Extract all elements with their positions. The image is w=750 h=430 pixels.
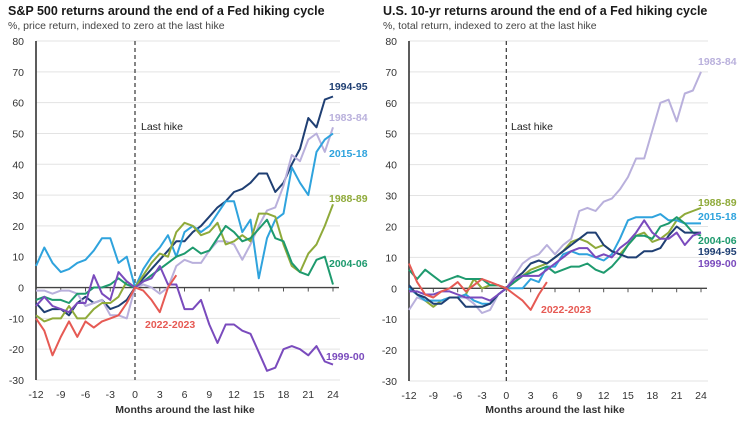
y-tick-label: 10	[385, 252, 397, 264]
x-tick-label: 9	[576, 390, 582, 402]
x-tick-label: 24	[695, 390, 707, 402]
y-tick-label: 40	[12, 159, 24, 171]
y-tick-label: 0	[18, 283, 24, 295]
y-tick-label: 50	[385, 129, 397, 141]
x-tick-label: 12	[598, 390, 610, 402]
y-tick-label: 60	[12, 98, 24, 110]
y-tick-label: 20	[385, 221, 397, 233]
series-line-2022-2023	[408, 263, 548, 311]
x-tick-label: 9	[206, 389, 212, 401]
panel-sp500: S&P 500 returns around the end of a Fed …	[8, 4, 368, 416]
x-tick-label: -3	[477, 390, 486, 402]
x-tick-label: -9	[56, 389, 65, 401]
series-label-2004-06: 2004-06	[329, 258, 368, 270]
x-axis-label: Months around the last hike	[485, 404, 625, 416]
x-tick-label: 0	[503, 390, 509, 402]
last-hike-annotation: Last hike	[511, 121, 553, 133]
series-line-1999-00	[409, 219, 702, 302]
y-tick-label: 30	[385, 191, 397, 203]
y-tick-label: -30	[382, 376, 397, 388]
series-line-2004-06	[35, 218, 334, 304]
series-label-2022-2023: 2022-2023	[145, 319, 195, 331]
series-label-2015-18: 2015-18	[329, 148, 368, 160]
x-tick-label: 6	[182, 389, 188, 401]
x-tick-label: -3	[106, 389, 115, 401]
series-label-2022-2023: 2022-2023	[541, 304, 591, 316]
y-tick-label: 70	[385, 67, 397, 79]
chart-subtitle: %, total return, indexed to zero at the …	[383, 20, 597, 32]
series-label-1983-84: 1983-84	[329, 112, 368, 124]
x-tick-label: -12	[28, 389, 43, 401]
y-tick-label: 10	[12, 252, 24, 264]
y-tick-label: -30	[9, 375, 24, 387]
series-line-2015-18	[35, 132, 334, 289]
x-axis-label: Months around the last hike	[115, 404, 255, 416]
y-tick-label: 60	[385, 98, 397, 110]
y-tick-label: 0	[391, 283, 397, 295]
series-label-1988-89: 1988-89	[329, 193, 368, 205]
y-tick-label: 80	[12, 36, 24, 48]
series-line-1994-95	[408, 225, 701, 308]
series-line-1983-84	[36, 126, 334, 320]
x-tick-label: -12	[401, 390, 416, 402]
x-tick-label: 3	[157, 389, 163, 401]
series-line-2022-2023	[35, 274, 178, 357]
y-tick-label: 50	[12, 128, 24, 140]
series-line-1988-89	[35, 203, 334, 323]
y-tick-label: 40	[385, 160, 397, 172]
series-label-1999-00: 1999-00	[326, 351, 365, 363]
series-line-1994-95	[35, 95, 334, 317]
x-tick-label: 18	[278, 389, 290, 401]
x-tick-label: 18	[646, 390, 658, 402]
series-label-1994-95: 1994-95	[698, 246, 737, 258]
series-label-2015-18: 2015-18	[698, 211, 737, 223]
series-line-2004-06	[408, 216, 702, 290]
x-tick-label: -6	[453, 390, 462, 402]
x-tick-label: 21	[302, 389, 314, 401]
y-tick-label: -20	[382, 345, 397, 357]
series-label-2004-06: 2004-06	[698, 235, 737, 247]
series-label-1983-84: 1983-84	[698, 56, 737, 68]
x-tick-label: 12	[228, 389, 240, 401]
y-tick-label: -10	[382, 314, 397, 326]
y-tick-label: -10	[9, 313, 24, 325]
y-tick-label: 20	[12, 221, 24, 233]
series-line-1999-00	[35, 265, 334, 372]
panel-us10yr: U.S. 10-yr returns around the end of a F…	[382, 4, 737, 416]
x-tick-label: 6	[552, 390, 558, 402]
chart-title: S&P 500 returns around the end of a Fed …	[8, 4, 325, 18]
y-tick-label: 70	[12, 67, 24, 79]
last-hike-annotation: Last hike	[141, 121, 183, 133]
series-label-1994-95: 1994-95	[329, 81, 368, 93]
x-tick-label: 15	[622, 390, 634, 402]
y-tick-label: 80	[385, 36, 397, 48]
x-tick-label: 15	[253, 389, 265, 401]
x-tick-label: 0	[132, 389, 138, 401]
chart-title: U.S. 10-yr returns around the end of a F…	[383, 4, 707, 18]
x-tick-label: -9	[429, 390, 438, 402]
series-label-1988-89: 1988-89	[698, 197, 737, 209]
x-tick-label: 21	[671, 390, 683, 402]
gridlines	[409, 40, 708, 382]
x-tick-label: 3	[528, 390, 534, 402]
x-tick-label: -6	[81, 389, 90, 401]
y-tick-label: 30	[12, 190, 24, 202]
series-label-1999-00: 1999-00	[698, 258, 737, 270]
x-tick-label: 24	[327, 389, 339, 401]
y-tick-label: -20	[9, 344, 24, 356]
chart-subtitle: %, price return, indexed to zero at the …	[8, 20, 225, 32]
